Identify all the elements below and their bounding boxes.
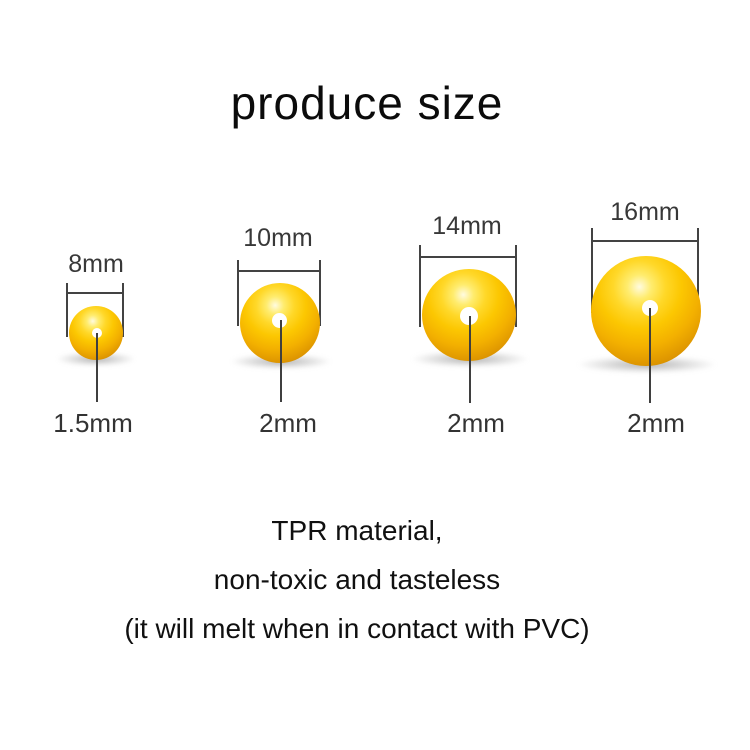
measurement-bracket-line — [66, 292, 123, 294]
bead-image — [240, 283, 320, 363]
description-line: TPR material, — [271, 515, 443, 546]
bead-hole — [642, 300, 658, 316]
hole-pointer-line — [280, 320, 282, 402]
measurement-bracket-line — [591, 240, 698, 242]
bead-image — [591, 256, 701, 366]
hole-pointer-line — [469, 316, 471, 403]
hole-pointer-line — [649, 308, 651, 403]
bracket-left-tick — [419, 245, 421, 327]
bead-diameter-label: 16mm — [610, 198, 680, 226]
bracket-left-tick — [66, 283, 68, 337]
bead-diameter-label: 8mm — [68, 250, 124, 278]
bead-drop-shadow — [578, 356, 716, 373]
bead-drop-shadow — [57, 352, 135, 366]
material-description: TPR material, non-toxic and tasteless (i… — [0, 506, 714, 653]
bracket-right-tick — [319, 260, 321, 326]
bracket-right-tick — [697, 228, 699, 313]
bead-hole — [272, 313, 287, 328]
bead-drop-shadow — [231, 354, 331, 369]
bead-hole — [460, 307, 478, 325]
bracket-right-tick — [122, 283, 124, 337]
description-line: (it will melt when in contact with PVC) — [124, 613, 590, 644]
measurement-bracket-line — [237, 270, 320, 272]
page-title: produce size — [230, 77, 504, 129]
hole-diameter-label: 2mm — [259, 408, 317, 438]
hole-diameter-label: 2mm — [447, 408, 505, 438]
bead-hole — [92, 328, 102, 338]
bead-diameter-label: 14mm — [432, 212, 502, 240]
bracket-left-tick — [237, 260, 239, 326]
bead-image — [422, 269, 516, 361]
bead-drop-shadow — [412, 351, 528, 367]
description-line: non-toxic and tasteless — [213, 564, 501, 595]
bracket-left-tick — [591, 228, 593, 313]
hole-diameter-label: 1.5mm — [53, 408, 133, 438]
bracket-right-tick — [515, 245, 517, 327]
hole-diameter-label: 2mm — [627, 408, 685, 438]
measurement-bracket-line — [419, 256, 516, 258]
hole-pointer-line — [96, 333, 98, 402]
bead-diameter-label: 10mm — [243, 224, 313, 252]
bead-image — [69, 306, 123, 360]
